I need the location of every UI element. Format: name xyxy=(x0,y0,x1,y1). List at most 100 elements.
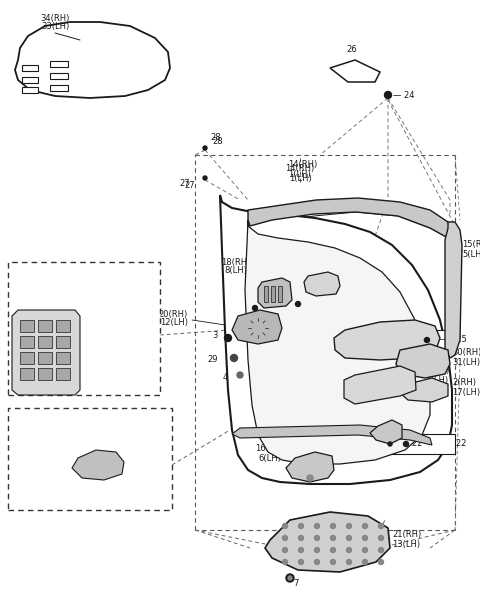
Text: 4: 4 xyxy=(223,373,228,382)
Polygon shape xyxy=(258,278,292,308)
Polygon shape xyxy=(334,320,440,360)
FancyBboxPatch shape xyxy=(8,262,160,395)
Polygon shape xyxy=(400,378,448,402)
Circle shape xyxy=(331,536,336,540)
Text: 10: 10 xyxy=(381,411,391,420)
Polygon shape xyxy=(22,87,38,93)
Polygon shape xyxy=(248,198,452,238)
Polygon shape xyxy=(22,65,38,71)
Polygon shape xyxy=(271,286,275,302)
FancyBboxPatch shape xyxy=(8,408,172,510)
Text: 33(LH): 33(LH) xyxy=(41,23,69,32)
Text: 17(LH): 17(LH) xyxy=(452,387,480,397)
Text: 30(RH): 30(RH) xyxy=(452,348,480,356)
Text: 18(RH): 18(RH) xyxy=(221,257,251,267)
Text: 20(RH): 20(RH) xyxy=(40,431,70,439)
Circle shape xyxy=(96,464,100,468)
Text: 11(LH): 11(LH) xyxy=(308,260,336,270)
Text: 12(LH): 12(LH) xyxy=(41,440,69,450)
Text: 16(RH): 16(RH) xyxy=(255,443,285,453)
Polygon shape xyxy=(286,452,334,482)
Circle shape xyxy=(307,475,313,481)
Polygon shape xyxy=(50,73,68,79)
Polygon shape xyxy=(264,286,268,302)
Circle shape xyxy=(362,523,368,528)
Circle shape xyxy=(283,536,288,540)
Circle shape xyxy=(362,548,368,553)
Polygon shape xyxy=(12,310,80,395)
Circle shape xyxy=(252,306,257,310)
Circle shape xyxy=(331,559,336,564)
Text: 20(RH): 20(RH) xyxy=(159,309,188,318)
Text: 7: 7 xyxy=(293,580,299,589)
Circle shape xyxy=(424,337,430,342)
Text: 2(RH): 2(RH) xyxy=(452,378,476,387)
Circle shape xyxy=(203,176,207,180)
Polygon shape xyxy=(232,425,432,445)
Circle shape xyxy=(347,559,351,564)
Polygon shape xyxy=(245,220,430,464)
Circle shape xyxy=(288,576,292,580)
Circle shape xyxy=(230,354,238,362)
Polygon shape xyxy=(38,336,52,348)
Text: •— 22: •— 22 xyxy=(440,439,467,448)
Text: 1(LH): 1(LH) xyxy=(288,170,311,179)
Circle shape xyxy=(331,523,336,528)
Polygon shape xyxy=(232,310,282,344)
Text: 28: 28 xyxy=(212,137,223,146)
Text: 15(RH): 15(RH) xyxy=(462,240,480,249)
Text: 5(LH): 5(LH) xyxy=(462,251,480,259)
Circle shape xyxy=(225,334,231,342)
Circle shape xyxy=(283,548,288,553)
Polygon shape xyxy=(330,60,380,82)
Text: 32(RH): 32(RH) xyxy=(420,365,449,375)
Polygon shape xyxy=(20,368,34,380)
Polygon shape xyxy=(420,330,455,350)
Text: •— 22: •— 22 xyxy=(396,439,422,448)
Polygon shape xyxy=(445,222,462,358)
Text: 0— 25: 0— 25 xyxy=(432,336,459,345)
Text: (W/MEMORY: (W/MEMORY xyxy=(18,268,64,276)
Text: 34(RH): 34(RH) xyxy=(40,13,70,23)
Text: — 24: — 24 xyxy=(393,90,415,99)
Circle shape xyxy=(331,548,336,553)
Text: 19(RH): 19(RH) xyxy=(307,251,336,260)
Polygon shape xyxy=(304,272,340,296)
Circle shape xyxy=(299,548,303,553)
Circle shape xyxy=(296,301,300,306)
Text: 13(LH): 13(LH) xyxy=(392,539,420,548)
Text: SEAT>LH): SEAT>LH) xyxy=(18,276,56,285)
Circle shape xyxy=(347,536,351,540)
Circle shape xyxy=(388,442,392,446)
Text: 29: 29 xyxy=(207,356,218,365)
Circle shape xyxy=(283,523,288,528)
Text: 0— 25: 0— 25 xyxy=(440,336,467,345)
Text: 21(RH): 21(RH) xyxy=(392,529,421,539)
Text: 12(LH): 12(LH) xyxy=(160,318,188,328)
Polygon shape xyxy=(50,85,68,91)
Text: (W/JBL SPEAKER): (W/JBL SPEAKER) xyxy=(58,412,122,420)
Circle shape xyxy=(299,523,303,528)
Polygon shape xyxy=(38,352,52,364)
Circle shape xyxy=(314,536,320,540)
Circle shape xyxy=(314,523,320,528)
Polygon shape xyxy=(265,512,390,572)
Polygon shape xyxy=(15,22,170,98)
Text: 27: 27 xyxy=(184,182,195,190)
Text: 31(LH): 31(LH) xyxy=(452,357,480,367)
Polygon shape xyxy=(396,344,450,378)
Circle shape xyxy=(379,523,384,528)
Circle shape xyxy=(314,548,320,553)
Polygon shape xyxy=(370,420,402,444)
Text: 1(LH): 1(LH) xyxy=(288,173,312,182)
Polygon shape xyxy=(56,336,70,348)
Polygon shape xyxy=(22,77,38,83)
Circle shape xyxy=(286,574,294,582)
Circle shape xyxy=(384,92,392,98)
Circle shape xyxy=(283,559,288,564)
Polygon shape xyxy=(56,352,70,364)
Circle shape xyxy=(237,372,243,378)
Text: 9: 9 xyxy=(37,293,43,303)
Text: 27: 27 xyxy=(180,179,190,188)
Text: 14(RH): 14(RH) xyxy=(288,159,317,168)
